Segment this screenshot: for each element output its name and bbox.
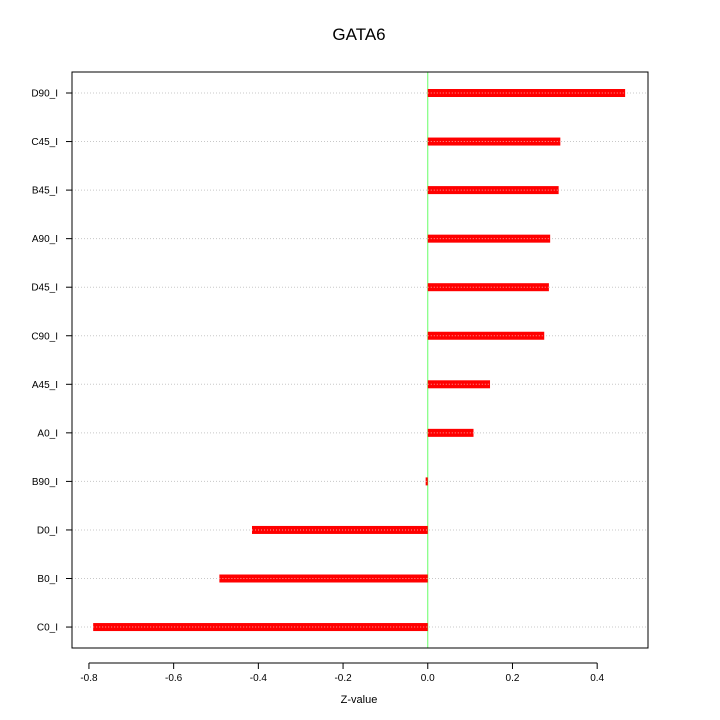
y-tick-label: C45_I	[31, 137, 58, 148]
y-tick-label: D0_I	[37, 525, 58, 536]
x-axis: -0.8 -0.6 -0.4 -0.2 0.0 0.2 0.4	[80, 662, 605, 684]
bar	[427, 380, 491, 389]
grid	[72, 92, 648, 628]
x-tick-label: -0.4	[250, 673, 268, 684]
y-axis: D90_I C45_I B45_I A90_I D45_I C90_I A45_I A0_I B…	[31, 89, 72, 634]
y-tick-label: C90_I	[31, 331, 58, 342]
bar	[219, 574, 428, 583]
plot-frame	[71, 71, 649, 649]
x-tick-label: 0.4	[590, 673, 604, 684]
bar	[427, 331, 545, 340]
y-tick-label: B45_I	[32, 186, 58, 197]
x-axis-label: Z-value	[341, 694, 378, 706]
y-tick-label: B90_I	[32, 477, 58, 488]
y-tick-label: B0_I	[37, 574, 58, 585]
x-tick-label: 0.0	[421, 673, 435, 684]
bars	[93, 89, 626, 632]
x-tick-label: -0.2	[334, 673, 352, 684]
bar	[93, 623, 428, 632]
y-tick-label: A90_I	[32, 234, 58, 245]
y-tick-label: D90_I	[31, 89, 58, 100]
bar	[425, 477, 428, 486]
bar	[427, 428, 474, 437]
x-tick-label: 0.2	[506, 673, 520, 684]
y-tick-label: A0_I	[37, 428, 58, 439]
bar	[427, 234, 551, 243]
chart-title: GATA6	[332, 25, 385, 44]
y-tick-label: A45_I	[32, 380, 58, 391]
x-tick-label: -0.6	[165, 673, 183, 684]
x-tick-label: -0.8	[80, 673, 98, 684]
bar	[427, 186, 559, 195]
y-tick-label: C0_I	[37, 623, 58, 634]
bar	[427, 89, 626, 97]
y-tick-label: D45_I	[31, 283, 58, 294]
